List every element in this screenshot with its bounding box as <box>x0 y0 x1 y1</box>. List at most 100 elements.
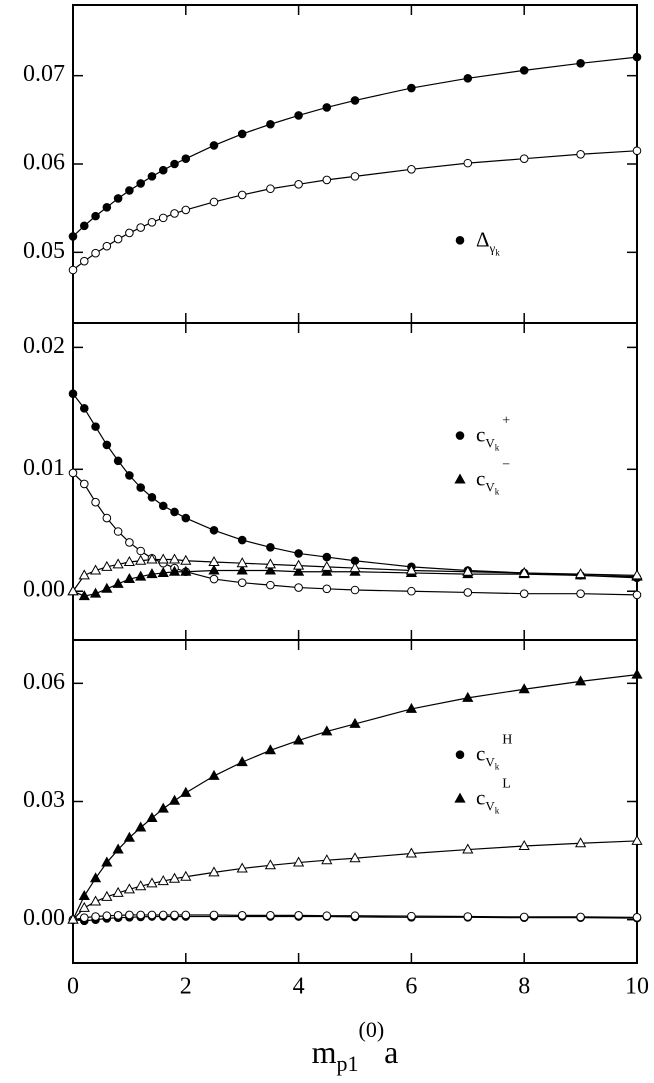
data-point <box>170 209 179 218</box>
data-point <box>180 565 192 576</box>
data-point <box>158 910 168 920</box>
data-point <box>157 553 169 564</box>
legend-label-sub: V <box>485 436 495 451</box>
y-tick-label: 0.03 <box>23 787 65 813</box>
data-point <box>294 911 303 920</box>
data-point <box>113 911 123 920</box>
data-point <box>146 568 158 579</box>
data-point <box>79 404 89 413</box>
data-point <box>181 154 191 163</box>
data-point <box>322 584 332 594</box>
data-point <box>266 119 275 129</box>
data-point <box>91 497 100 507</box>
data-point <box>236 862 248 873</box>
data-point <box>321 854 333 865</box>
data-point <box>322 911 332 921</box>
data-point <box>576 912 585 922</box>
data-point <box>101 890 113 901</box>
data-point <box>158 213 168 223</box>
series-line <box>72 569 638 597</box>
data-point <box>136 179 145 188</box>
data-point <box>322 552 332 562</box>
data-point <box>180 554 192 565</box>
data-point <box>321 565 333 576</box>
data-point <box>89 564 102 575</box>
data-point <box>157 566 169 577</box>
data-point <box>181 513 191 523</box>
data-point <box>113 194 123 203</box>
data-point <box>113 527 123 536</box>
legend-label-sub: γ <box>489 240 496 255</box>
data-point <box>631 668 643 679</box>
data-point <box>147 218 157 227</box>
data-point <box>236 756 248 767</box>
data-point <box>101 856 113 867</box>
data-point <box>89 895 102 906</box>
data-point <box>321 725 333 736</box>
x-axis-label-sub: p1 <box>337 1051 359 1076</box>
legend-label: c <box>476 786 485 810</box>
data-point <box>102 911 112 921</box>
data-point <box>462 843 474 854</box>
legend-label-subsub: k <box>495 443 500 453</box>
legend-label: c <box>476 742 485 766</box>
legend-label: c <box>476 423 485 447</box>
x-tick-label: 0 <box>67 974 79 1000</box>
data-point <box>68 265 78 275</box>
legend-marker <box>455 431 465 440</box>
data-point <box>78 569 90 580</box>
data-point <box>405 564 418 575</box>
data-point <box>170 507 179 517</box>
data-point <box>209 574 219 584</box>
data-point <box>407 586 416 596</box>
data-point <box>68 232 78 241</box>
data-point <box>292 856 305 867</box>
data-point <box>266 911 275 920</box>
data-point <box>158 501 168 511</box>
data-point <box>102 241 112 251</box>
data-point <box>125 471 134 480</box>
data-point <box>125 228 134 238</box>
data-point <box>168 565 181 576</box>
data-point <box>181 205 191 215</box>
data-point <box>170 159 179 169</box>
data-point <box>407 83 416 93</box>
data-point <box>292 734 305 745</box>
data-point <box>91 912 100 921</box>
data-point <box>294 583 303 592</box>
legend-marker <box>454 792 466 803</box>
data-point <box>136 546 145 556</box>
legend-label-sub: V <box>485 799 495 814</box>
data-point <box>632 52 642 62</box>
series-line <box>72 472 638 596</box>
data-point <box>463 74 473 83</box>
plot-frame <box>72 4 638 324</box>
data-point <box>264 859 277 870</box>
data-point <box>146 877 158 888</box>
data-point <box>574 837 587 848</box>
data-point <box>68 389 78 399</box>
data-point <box>518 683 530 694</box>
data-point <box>349 852 361 863</box>
data-point <box>463 588 473 597</box>
data-point <box>147 910 157 920</box>
series-line <box>72 674 638 920</box>
y-tick-label: 0.06 <box>23 150 65 176</box>
legend-label-sup: + <box>502 414 510 429</box>
legend-label-sup: − <box>502 458 510 473</box>
data-point <box>209 141 219 150</box>
data-point <box>91 211 100 221</box>
data-point <box>79 913 89 923</box>
data-point <box>157 802 169 813</box>
data-point <box>158 165 168 175</box>
data-point <box>237 129 247 139</box>
y-tick-label: 0.00 <box>23 905 65 931</box>
data-point <box>350 585 360 595</box>
data-point <box>181 910 191 920</box>
data-point <box>168 794 181 805</box>
data-point <box>519 66 529 75</box>
data-point <box>632 146 642 156</box>
data-point <box>264 564 277 575</box>
data-point <box>136 910 145 920</box>
